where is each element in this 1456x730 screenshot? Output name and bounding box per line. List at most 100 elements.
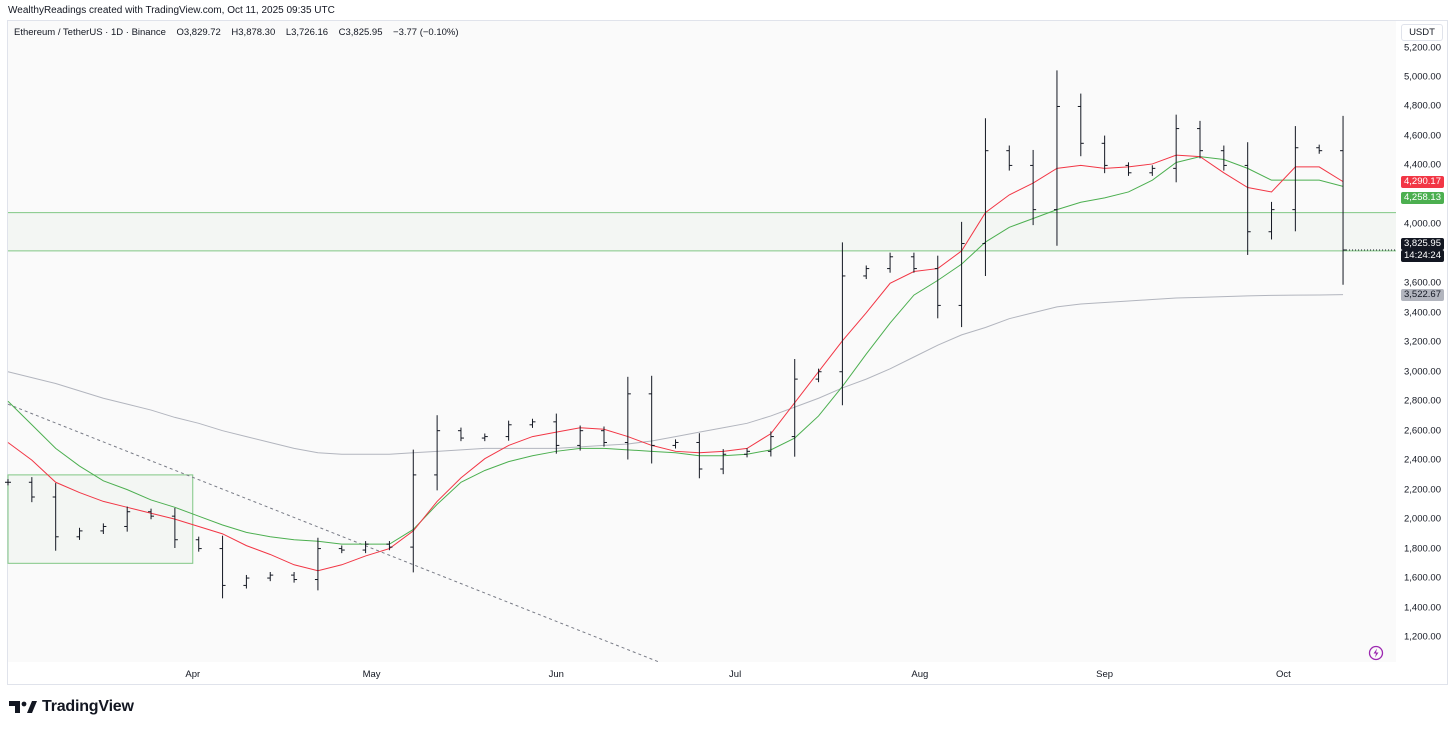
price-axis-tick: 2,200.00 bbox=[1404, 484, 1441, 496]
ohlc-bar bbox=[672, 439, 679, 449]
price-axis-tick: 1,200.00 bbox=[1404, 631, 1441, 643]
ohlc-bar bbox=[1292, 126, 1299, 232]
price-axis-tick: 4,600.00 bbox=[1404, 130, 1441, 142]
ohlc-bar bbox=[291, 572, 298, 583]
ema-fast-line bbox=[7, 154, 1344, 572]
annotation-box bbox=[7, 474, 194, 564]
price-axis-tick: 2,800.00 bbox=[1404, 395, 1441, 407]
price-axis-tick: 2,000.00 bbox=[1404, 513, 1441, 525]
ohlc-bar bbox=[910, 252, 917, 273]
ohlc-bar bbox=[434, 415, 441, 491]
trendline bbox=[7, 403, 660, 663]
ohlc-bar bbox=[529, 418, 536, 428]
price-axis-tick: 1,400.00 bbox=[1404, 602, 1441, 614]
ohlc-bar bbox=[601, 426, 607, 447]
ohlc-bar bbox=[1340, 115, 1347, 285]
ohlc-bar bbox=[267, 572, 274, 582]
ohlc-bar bbox=[243, 574, 250, 589]
ohlc-bar bbox=[1101, 135, 1108, 174]
ohlc-bar bbox=[767, 431, 774, 457]
ohlc-bar bbox=[1030, 149, 1037, 226]
ohlc-bar bbox=[1316, 144, 1323, 154]
support-zone bbox=[8, 212, 1396, 251]
time-axis-tick: Jun bbox=[548, 669, 564, 680]
price-axis-tick: 3,200.00 bbox=[1404, 336, 1441, 348]
ohlc-bar bbox=[887, 252, 894, 273]
ohlc-bar bbox=[1220, 145, 1227, 171]
ohlc-close: C3,825.95 bbox=[338, 27, 383, 38]
time-axis-tick: Apr bbox=[185, 669, 201, 680]
ohlc-bar bbox=[982, 118, 989, 277]
ohlc-bar bbox=[1149, 165, 1156, 176]
ohlc-bar bbox=[958, 221, 965, 328]
ohlc-bar bbox=[553, 413, 560, 454]
ohlc-bar bbox=[338, 545, 345, 554]
time-axis-tick: May bbox=[362, 669, 381, 680]
price-axis-tick: 1,800.00 bbox=[1404, 543, 1441, 555]
price-axis-tick: 4,400.00 bbox=[1404, 159, 1441, 171]
ohlc-bar bbox=[577, 425, 584, 451]
price-axis-tick: 5,200.00 bbox=[1404, 42, 1441, 54]
ohlc-bar bbox=[791, 358, 798, 457]
ohlc-bar bbox=[148, 508, 155, 520]
time-axis-tick: Jul bbox=[729, 669, 742, 680]
ohlc-bar bbox=[219, 535, 226, 599]
ohlc-bar bbox=[52, 483, 59, 551]
brand-logo[interactable]: TradingView bbox=[8, 698, 134, 716]
ema-fast-price-tag: 4,290.17 bbox=[1401, 175, 1444, 188]
price-axis-tick: 1,600.00 bbox=[1404, 572, 1441, 584]
price-axis-tick: 2,600.00 bbox=[1404, 425, 1441, 437]
ohlc-bar bbox=[1244, 142, 1251, 255]
ohlc-bar bbox=[1053, 70, 1060, 246]
ohlc-bar bbox=[481, 433, 488, 442]
symbol-title[interactable]: Ethereum / TetherUS · 1D · Binance bbox=[14, 27, 166, 38]
sma-slow-price-tag: 3,522.67 bbox=[1401, 288, 1444, 301]
bar-countdown-tag: 14:24:24 bbox=[1401, 249, 1444, 262]
ohlc-bar bbox=[386, 541, 393, 551]
ohlc-bar bbox=[624, 376, 631, 460]
price-axis-tick: 3,000.00 bbox=[1404, 366, 1441, 378]
time-axis-tick: Sep bbox=[1096, 669, 1114, 680]
price-axis-tick: 2,400.00 bbox=[1404, 454, 1441, 466]
ohlc-bar bbox=[5, 479, 11, 486]
last-price-tag: 3,825.95 bbox=[1401, 238, 1444, 251]
ohlc-bar bbox=[457, 427, 464, 442]
chart-credit: WealthyReadings created with TradingView… bbox=[8, 5, 335, 16]
ema-mid-price-tag: 4,258.13 bbox=[1401, 192, 1444, 205]
price-axis-tick: 4,800.00 bbox=[1404, 100, 1441, 112]
price-axis-tick: 5,000.00 bbox=[1404, 71, 1441, 83]
ohlc-bar bbox=[1006, 145, 1013, 171]
ohlc-bar bbox=[744, 448, 751, 458]
ohlc-high: H3,878.30 bbox=[231, 27, 276, 38]
ohlc-bar bbox=[1197, 120, 1203, 159]
ohlc-bar bbox=[195, 536, 202, 552]
ohlc-bar bbox=[124, 506, 131, 532]
plot-area[interactable] bbox=[8, 21, 1396, 662]
ohlc-open: O3,829.72 bbox=[176, 27, 221, 38]
ohlc-bar bbox=[171, 507, 178, 548]
ohlc-bar bbox=[1173, 114, 1180, 183]
flash-icon[interactable] bbox=[1368, 645, 1384, 661]
ohlc-bar bbox=[28, 477, 35, 503]
ohlc-bar bbox=[839, 242, 846, 406]
sma-slow-line bbox=[7, 294, 1344, 455]
legend-row: Ethereum / TetherUS · 1D · Binance O3,82… bbox=[14, 27, 459, 38]
ohlc-low: L3,726.16 bbox=[285, 27, 329, 38]
ohlc-bar bbox=[410, 449, 417, 573]
ohlc-bar bbox=[720, 449, 727, 475]
tradingview-logo-icon bbox=[9, 701, 37, 713]
ohlc-bar bbox=[696, 433, 703, 479]
ema-mid-line bbox=[7, 156, 1344, 545]
ohlc-bar bbox=[1077, 93, 1084, 157]
ohlc-change: −3.77 (−0.10%) bbox=[393, 27, 459, 38]
price-axis-tick: 3,400.00 bbox=[1404, 307, 1441, 319]
ohlc-bar bbox=[76, 527, 83, 540]
ohlc-bar bbox=[1125, 162, 1132, 176]
price-axis-tick: 3,600.00 bbox=[1404, 277, 1441, 289]
ohlc-bar bbox=[863, 265, 870, 280]
ohlc-bar bbox=[1268, 201, 1275, 240]
ohlc-bar bbox=[815, 368, 822, 383]
ohlc-bar bbox=[934, 255, 941, 319]
currency-selector[interactable]: USDT bbox=[1401, 24, 1443, 41]
